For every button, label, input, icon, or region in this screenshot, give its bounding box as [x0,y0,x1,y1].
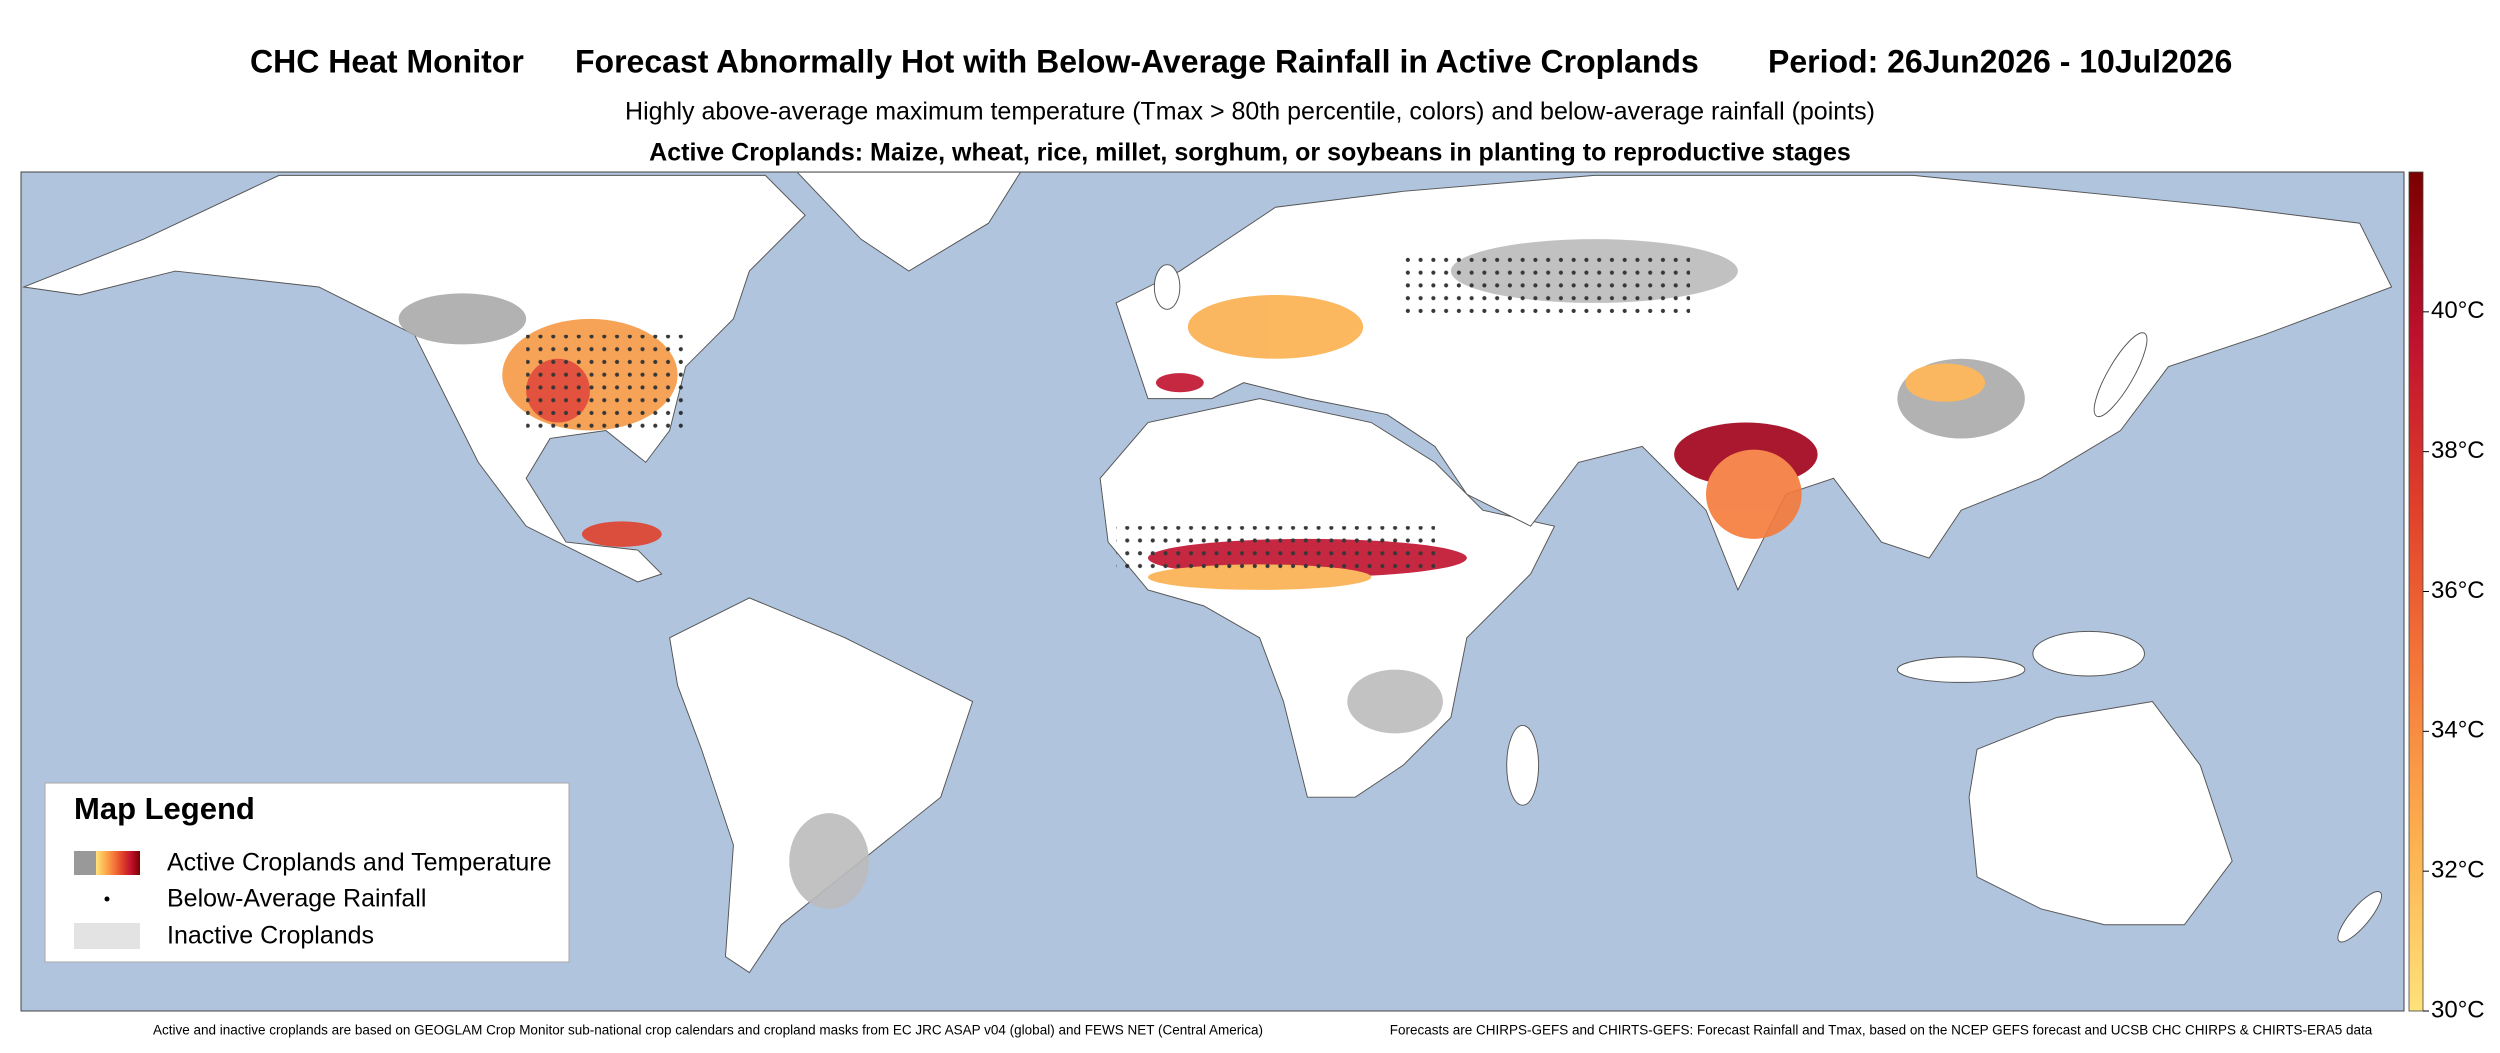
legend-item: Active Croplands and Temperature [167,849,551,877]
legend-item: Inactive Croplands [167,922,374,950]
legend-swatch [74,851,96,875]
legend-dot [104,896,110,902]
crop-note: Active Croplands: Maize, wheat, rice, mi… [649,139,1851,167]
colorbar-tick-label: 36°C [2431,577,2485,604]
colorbar-tick-label: 34°C [2431,717,2485,744]
period: Period: 26Jun2026 - 10Jul2026 [1768,43,2232,79]
legend-swatch [96,851,140,875]
footer-note: Forecasts are CHIRPS-GEFS and CHIRTS-GEF… [1390,1023,2373,1038]
legend-swatch [74,923,140,949]
colorbar-tick-label: 40°C [2431,297,2485,324]
footer-note: Active and inactive croplands are based … [153,1023,1263,1038]
colorbar: 30°C 32°C 34°C 36°C 38°C 40°C [2408,171,2485,1023]
colorbar-tick-label: 38°C [2431,437,2485,464]
colorbar-tick-label: 30°C [2431,996,2485,1023]
headline: Forecast Abnormally Hot with Below-Avera… [575,43,1699,79]
legend-item: Below-Average Rainfall [167,885,426,913]
subtitle: Highly above-average maximum temperature… [625,98,1875,126]
legend-title: Map Legend [74,791,255,826]
colorbar-scale [2408,171,2424,1012]
legend: Map Legend Active Croplands and Temperat… [44,782,570,963]
colorbar-tick-label: 32°C [2431,857,2485,884]
title: CHC Heat Monitor [250,43,524,79]
